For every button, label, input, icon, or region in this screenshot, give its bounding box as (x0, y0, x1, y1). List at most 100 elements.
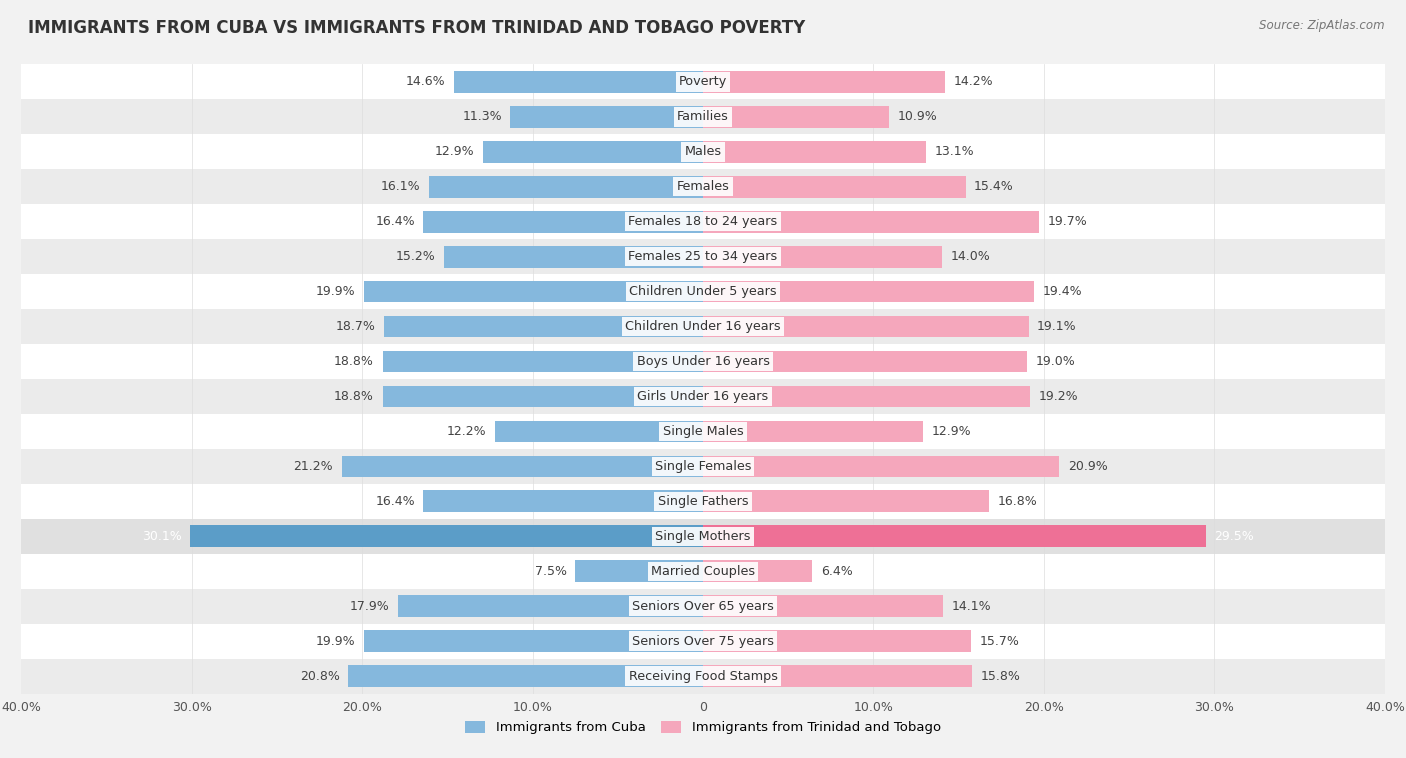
Bar (21, 134, 1385, 169)
Bar (703, 421, 922, 442)
Bar (703, 71, 945, 92)
Text: 16.4%: 16.4% (375, 495, 415, 508)
Bar (21, 169, 1385, 204)
Bar (349, 666, 703, 687)
Text: 17.9%: 17.9% (350, 600, 389, 612)
Text: 14.2%: 14.2% (953, 75, 993, 89)
Bar (703, 666, 973, 687)
Legend: Immigrants from Cuba, Immigrants from Trinidad and Tobago: Immigrants from Cuba, Immigrants from Tr… (465, 721, 941, 735)
Text: Married Couples: Married Couples (651, 565, 755, 578)
Bar (510, 106, 703, 127)
Text: Children Under 16 years: Children Under 16 years (626, 320, 780, 333)
Text: 30.1%: 30.1% (142, 530, 181, 543)
Bar (703, 176, 966, 198)
Text: 6.4%: 6.4% (821, 565, 852, 578)
Text: Single Fathers: Single Fathers (658, 495, 748, 508)
Text: 19.1%: 19.1% (1038, 320, 1077, 333)
Text: Females 18 to 24 years: Females 18 to 24 years (628, 215, 778, 228)
Text: 19.7%: 19.7% (1047, 215, 1087, 228)
Bar (484, 141, 703, 163)
Bar (21, 624, 1385, 659)
Bar (429, 176, 703, 198)
Bar (21, 379, 1385, 414)
Text: 15.7%: 15.7% (979, 634, 1019, 647)
Bar (21, 64, 1385, 99)
Text: 15.4%: 15.4% (974, 180, 1014, 193)
Text: 18.8%: 18.8% (335, 390, 374, 403)
Text: 18.8%: 18.8% (335, 355, 374, 368)
Bar (423, 211, 703, 233)
Text: Single Males: Single Males (662, 425, 744, 438)
Text: 15.2%: 15.2% (395, 250, 436, 263)
Bar (423, 490, 703, 512)
Text: 7.5%: 7.5% (534, 565, 567, 578)
Text: Families: Families (678, 111, 728, 124)
Bar (703, 631, 970, 652)
Text: 14.1%: 14.1% (952, 600, 991, 612)
Bar (21, 484, 1385, 518)
Bar (364, 631, 703, 652)
Bar (703, 316, 1029, 337)
Bar (703, 211, 1039, 233)
Bar (703, 141, 927, 163)
Text: 11.3%: 11.3% (463, 111, 502, 124)
Text: 14.6%: 14.6% (406, 75, 446, 89)
Bar (21, 240, 1385, 274)
Bar (364, 280, 703, 302)
Text: Receiving Food Stamps: Receiving Food Stamps (628, 669, 778, 683)
Bar (703, 351, 1026, 372)
Text: 18.7%: 18.7% (336, 320, 375, 333)
Text: 12.9%: 12.9% (434, 146, 475, 158)
Bar (21, 518, 1385, 554)
Text: 16.1%: 16.1% (381, 180, 420, 193)
Bar (382, 386, 703, 407)
Bar (21, 449, 1385, 484)
Bar (703, 525, 1206, 547)
Text: Poverty: Poverty (679, 75, 727, 89)
Bar (21, 414, 1385, 449)
Text: Children Under 5 years: Children Under 5 years (630, 285, 776, 298)
Text: IMMIGRANTS FROM CUBA VS IMMIGRANTS FROM TRINIDAD AND TOBAGO POVERTY: IMMIGRANTS FROM CUBA VS IMMIGRANTS FROM … (28, 19, 806, 37)
Bar (703, 595, 943, 617)
Text: 14.0%: 14.0% (950, 250, 990, 263)
Bar (703, 106, 889, 127)
Text: Girls Under 16 years: Girls Under 16 years (637, 390, 769, 403)
Bar (703, 246, 942, 268)
Bar (384, 316, 703, 337)
Text: 13.1%: 13.1% (935, 146, 974, 158)
Bar (21, 309, 1385, 344)
Text: 16.4%: 16.4% (375, 215, 415, 228)
Bar (21, 554, 1385, 589)
Text: 19.2%: 19.2% (1039, 390, 1078, 403)
Bar (454, 71, 703, 92)
Text: 12.9%: 12.9% (931, 425, 972, 438)
Text: Males: Males (685, 146, 721, 158)
Text: Seniors Over 75 years: Seniors Over 75 years (633, 634, 773, 647)
Bar (444, 246, 703, 268)
Bar (21, 274, 1385, 309)
Text: 10.9%: 10.9% (897, 111, 936, 124)
Text: 19.4%: 19.4% (1042, 285, 1081, 298)
Text: Seniors Over 65 years: Seniors Over 65 years (633, 600, 773, 612)
Bar (703, 280, 1033, 302)
Bar (21, 344, 1385, 379)
Text: 29.5%: 29.5% (1215, 530, 1254, 543)
Bar (703, 456, 1059, 478)
Bar (21, 518, 1385, 554)
Bar (398, 595, 703, 617)
Text: 19.9%: 19.9% (315, 634, 356, 647)
Text: 12.2%: 12.2% (447, 425, 486, 438)
Bar (190, 525, 703, 547)
Text: Females 25 to 34 years: Females 25 to 34 years (628, 250, 778, 263)
Bar (703, 490, 990, 512)
Bar (342, 456, 703, 478)
Text: Single Mothers: Single Mothers (655, 530, 751, 543)
Bar (21, 659, 1385, 694)
Bar (575, 560, 703, 582)
Bar (21, 99, 1385, 134)
Text: 20.9%: 20.9% (1067, 460, 1108, 473)
Bar (703, 560, 813, 582)
Text: 15.8%: 15.8% (981, 669, 1021, 683)
Bar (703, 386, 1031, 407)
Text: Boys Under 16 years: Boys Under 16 years (637, 355, 769, 368)
